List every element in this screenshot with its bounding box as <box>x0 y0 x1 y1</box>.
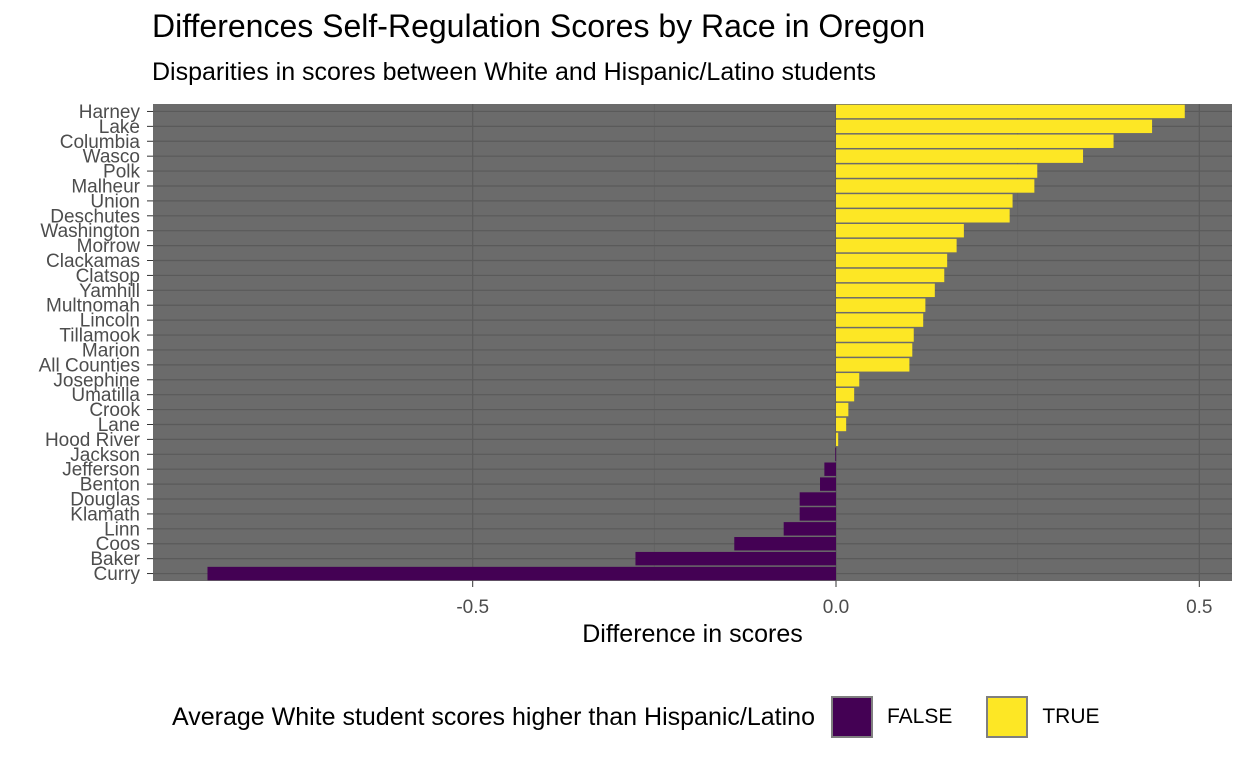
y-tick-label-polk: Polk <box>103 162 140 183</box>
bar-coos <box>734 537 837 551</box>
bar-multnomah <box>836 298 926 312</box>
bar-lincoln <box>836 313 924 327</box>
y-tick-label-baker: Baker <box>90 549 140 570</box>
bar-yamhill <box>836 283 935 298</box>
y-tick-label-wasco: Wasco <box>83 147 140 168</box>
y-tick-label-marion: Marion <box>82 340 140 361</box>
bar-harney <box>836 104 1185 119</box>
y-tick-label-all-counties: All Counties <box>39 355 140 376</box>
y-tick-label-union: Union <box>90 191 140 212</box>
bar-washington <box>836 223 964 238</box>
y-tick-label-josephine: Josephine <box>53 370 140 391</box>
bar-linn <box>783 522 837 536</box>
bars <box>207 104 1185 581</box>
y-tick-label-curry: Curry <box>94 564 141 585</box>
y-tick-label-malheur: Malheur <box>71 176 140 197</box>
bar-tillamook <box>836 328 914 342</box>
plot-panel <box>153 104 1232 581</box>
y-tick-label-coos: Coos <box>96 534 140 555</box>
x-axis-title: Difference in scores <box>582 620 802 648</box>
bar-clackamas <box>836 253 948 268</box>
y-tick-label-morrow: Morrow <box>77 236 141 257</box>
bar-crook <box>836 402 849 417</box>
bar-morrow <box>836 238 957 253</box>
bar-lake <box>836 119 1153 134</box>
y-tick-label-multnomah: Multnomah <box>46 296 140 317</box>
legend-key-true <box>986 696 1029 738</box>
bar-union <box>836 194 1013 208</box>
y-tick-label-tillamook: Tillamook <box>59 326 140 347</box>
bar-douglas <box>799 492 837 506</box>
y-tick-label-washington: Washington <box>40 221 140 242</box>
bar-polk <box>836 164 1038 178</box>
bar-malheur <box>836 179 1035 193</box>
bar-chart: HarneyLakeColumbiaWascoPolkMalheurUnionD… <box>39 102 1232 648</box>
bar-wasco <box>836 149 1084 163</box>
bar-columbia <box>836 134 1114 148</box>
bar-clatsop <box>836 268 945 283</box>
y-tick-label-jefferson: Jefferson <box>62 460 140 481</box>
y-tick-label-lane: Lane <box>98 415 140 436</box>
y-tick-label-clackamas: Clackamas <box>46 251 140 272</box>
x-tick-label: -0.5 <box>456 597 489 618</box>
chart-title: Differences Self-Regulation Scores by Ra… <box>152 8 926 44</box>
bar-josephine <box>836 373 860 387</box>
y-tick-label-columbia: Columbia <box>60 132 141 153</box>
legend: Average White student scores higher than… <box>172 692 1134 742</box>
y-tick-label-hood-river: Hood River <box>45 430 141 451</box>
bar-all-counties <box>836 358 910 372</box>
bar-jackson <box>835 447 837 462</box>
x-tick-label: 0.0 <box>823 597 849 618</box>
bar-baker <box>635 551 837 566</box>
y-tick-label-lincoln: Lincoln <box>80 311 140 332</box>
bar-hood-river <box>836 432 839 447</box>
y-tick-label-klamath: Klamath <box>70 504 140 525</box>
y-tick-label-clatsop: Clatsop <box>76 266 140 287</box>
bar-curry <box>207 566 837 581</box>
legend-key-false <box>830 696 873 738</box>
bar-benton <box>820 477 837 491</box>
y-tick-label-umatilla: Umatilla <box>71 385 140 406</box>
legend-title: Average White student scores higher than… <box>172 702 815 731</box>
y-tick-label-linn: Linn <box>104 519 140 540</box>
y-tick-label-jackson: Jackson <box>70 445 140 466</box>
legend-label-false: FALSE <box>886 705 953 728</box>
bar-klamath <box>799 507 837 521</box>
x-axis-ticks: -0.5 0.0 0.5 <box>456 581 1213 618</box>
bar-deschutes <box>836 209 1010 223</box>
y-tick-label-lake: Lake <box>99 117 140 138</box>
legend-label-true: TRUE <box>1042 705 1100 728</box>
y-tick-label-benton: Benton <box>80 475 140 496</box>
y-tick-label-harney: Harney <box>79 102 141 123</box>
y-tick-label-crook: Crook <box>89 400 140 421</box>
x-tick-label: 0.5 <box>1186 597 1212 618</box>
y-tick-label-douglas: Douglas <box>70 490 140 511</box>
bar-jefferson <box>824 462 837 476</box>
y-tick-label-deschutes: Deschutes <box>50 206 140 227</box>
bar-lane <box>836 417 847 432</box>
y-axis-labels: HarneyLakeColumbiaWascoPolkMalheurUnionD… <box>39 102 153 585</box>
chart-subtitle: Disparities in scores between White and … <box>152 58 876 86</box>
bar-umatilla <box>836 387 855 402</box>
y-tick-label-yamhill: Yamhill <box>79 281 140 302</box>
bar-marion <box>836 343 913 357</box>
